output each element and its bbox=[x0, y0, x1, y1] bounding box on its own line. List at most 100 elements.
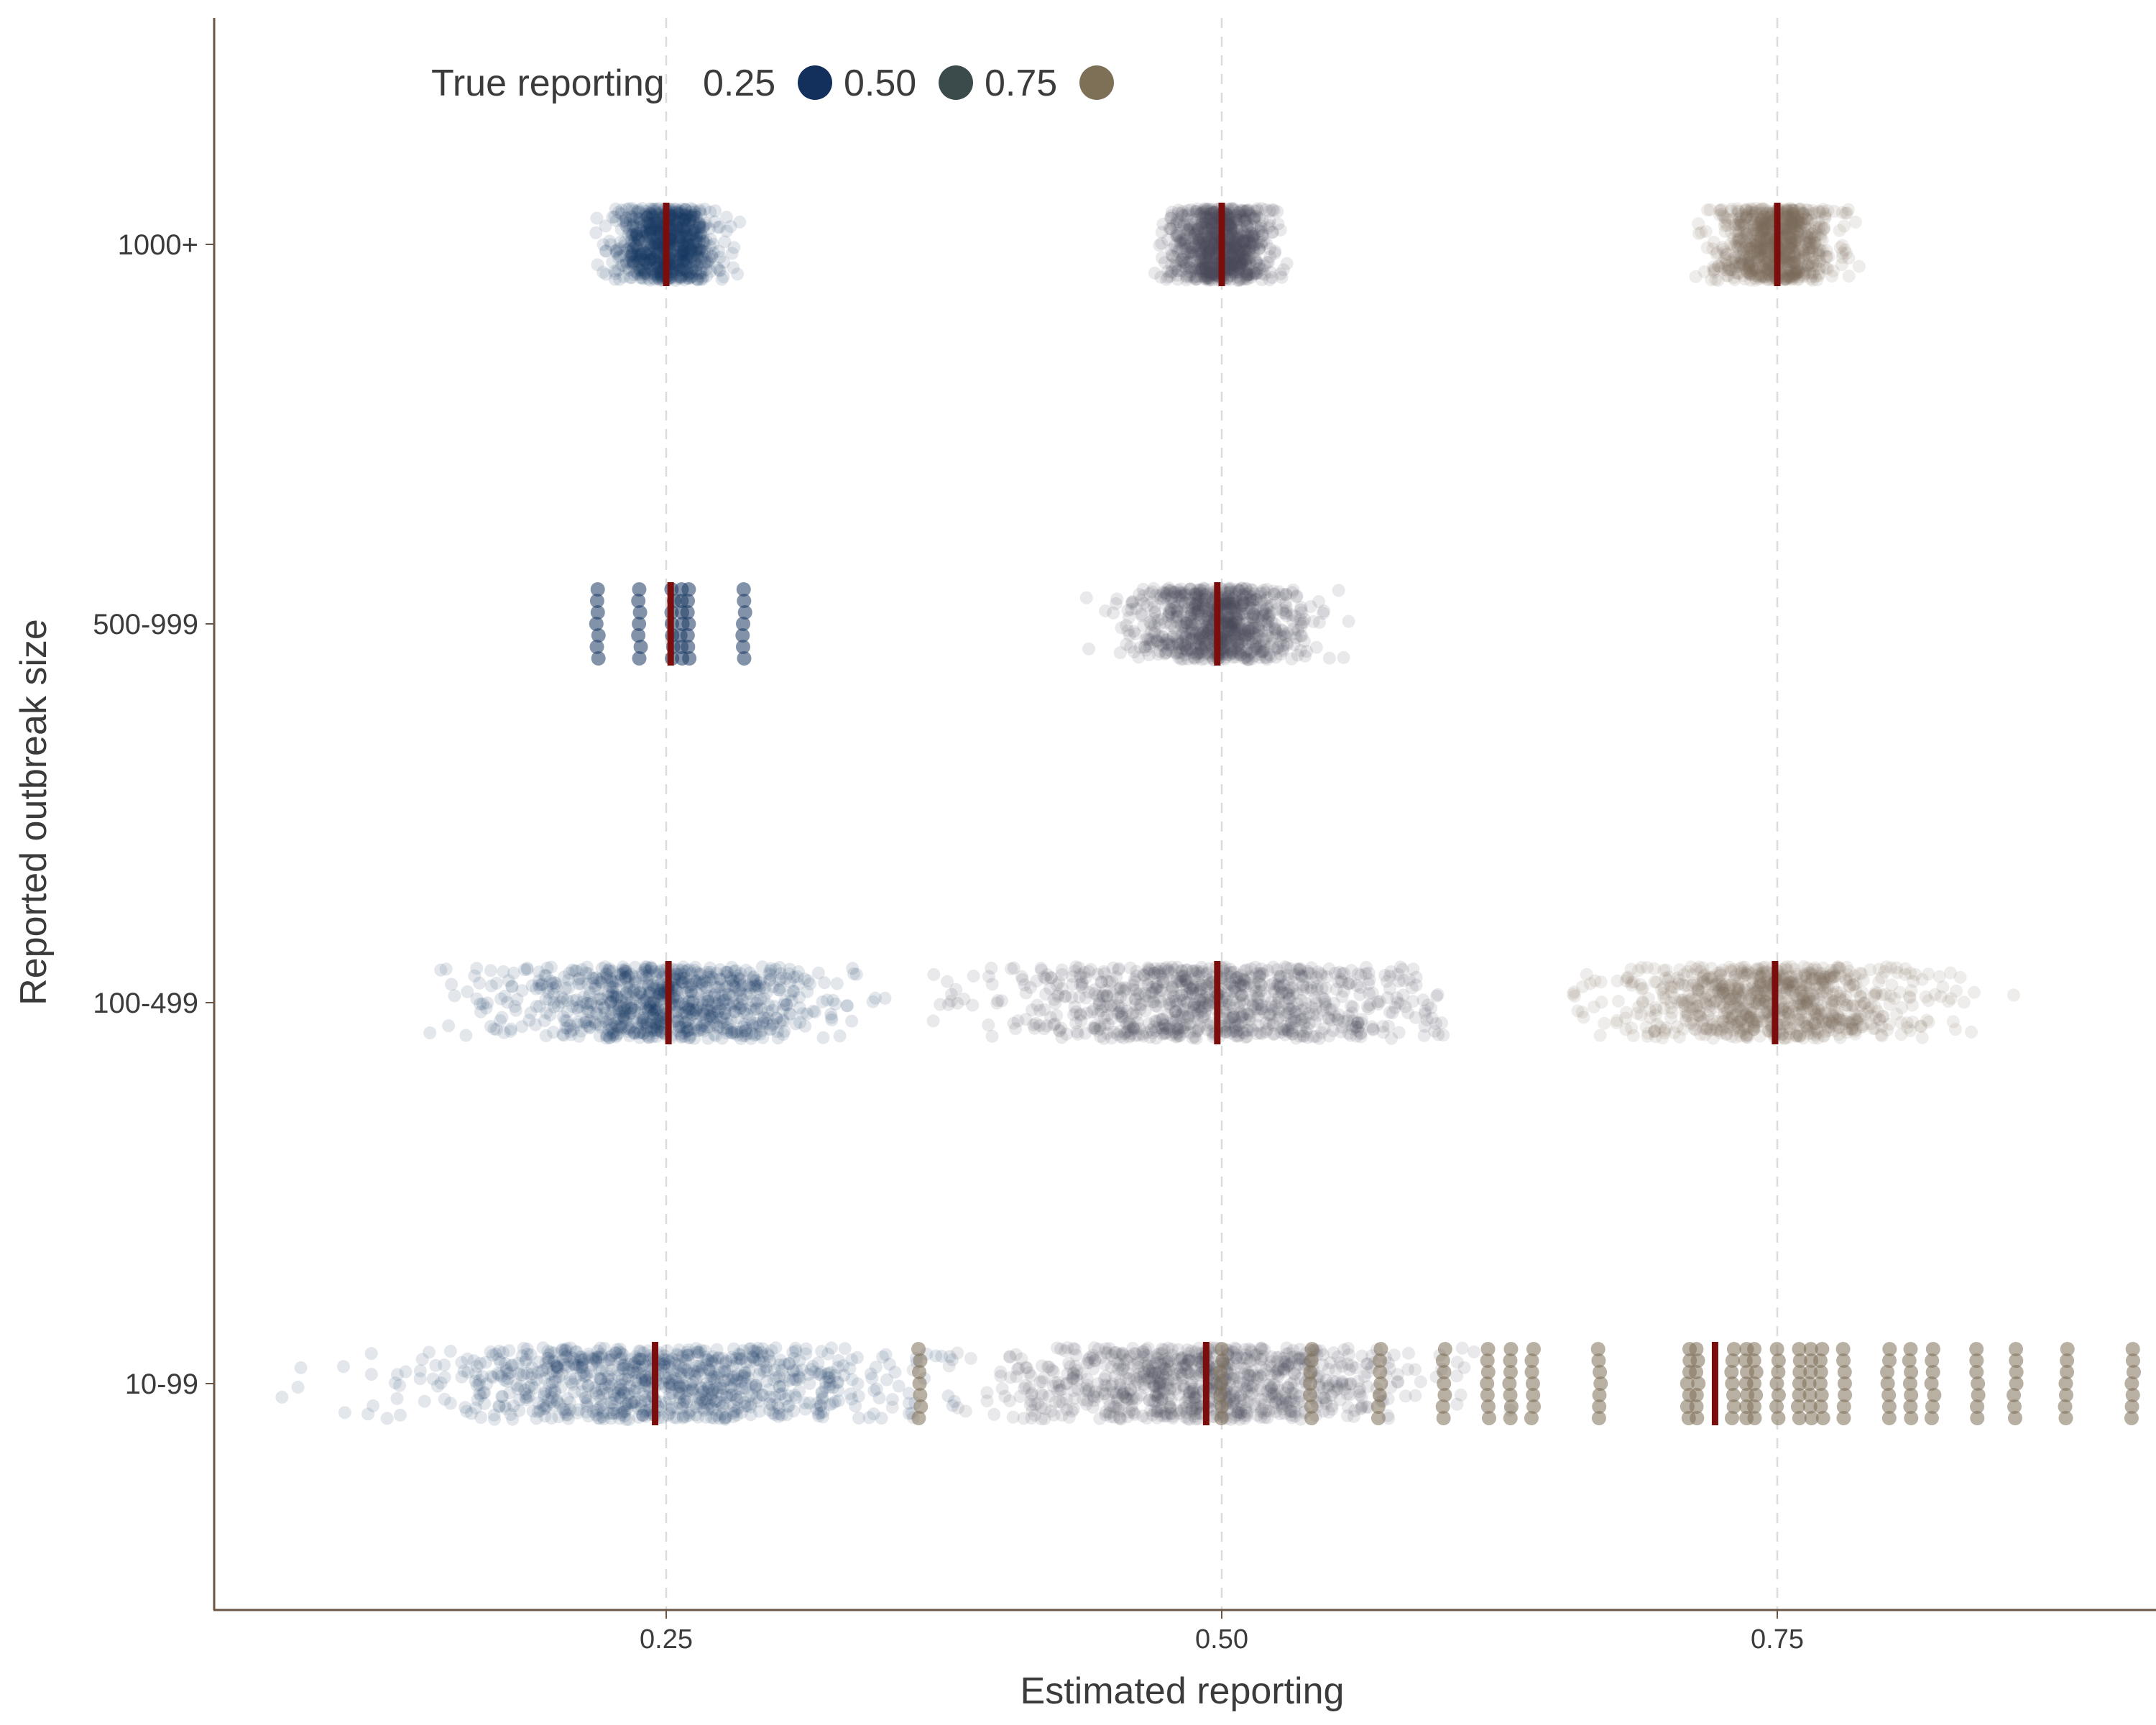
data-point bbox=[683, 244, 696, 258]
data-point bbox=[677, 223, 691, 236]
data-point bbox=[830, 977, 844, 990]
data-point bbox=[641, 216, 655, 230]
data-point bbox=[646, 216, 660, 229]
data-point bbox=[689, 231, 703, 244]
data-point bbox=[676, 214, 690, 228]
data-point bbox=[740, 1027, 754, 1041]
data-point bbox=[637, 234, 651, 248]
data-point bbox=[776, 1028, 790, 1041]
data-point bbox=[671, 239, 685, 253]
data-point bbox=[692, 229, 706, 243]
data-point bbox=[1170, 242, 1184, 256]
data-point bbox=[630, 206, 644, 219]
data-point bbox=[648, 250, 661, 264]
data-point bbox=[1789, 264, 1803, 278]
data-point bbox=[640, 216, 653, 230]
data-point bbox=[768, 1000, 781, 1013]
data-point bbox=[673, 211, 686, 225]
data-point bbox=[650, 230, 664, 244]
data-point bbox=[1276, 263, 1290, 277]
data-point bbox=[633, 221, 647, 234]
data-point bbox=[1201, 203, 1215, 216]
data-point bbox=[699, 234, 713, 247]
data-point bbox=[675, 249, 688, 263]
data-point bbox=[1783, 208, 1797, 222]
data-point bbox=[630, 242, 644, 255]
data-point bbox=[645, 221, 659, 235]
data-point bbox=[666, 220, 680, 234]
data-point bbox=[434, 963, 448, 977]
data-point bbox=[633, 249, 647, 263]
data-point bbox=[640, 237, 653, 251]
data-point bbox=[1155, 251, 1169, 264]
data-point bbox=[642, 257, 655, 270]
data-point bbox=[683, 267, 697, 280]
data-point bbox=[706, 247, 720, 260]
data-point bbox=[618, 235, 632, 249]
data-point bbox=[1132, 650, 1146, 664]
data-point bbox=[624, 249, 637, 263]
data-point bbox=[684, 270, 698, 284]
data-point bbox=[670, 226, 683, 240]
data-points bbox=[275, 202, 2141, 1426]
data-point bbox=[1290, 590, 1304, 604]
data-point bbox=[670, 224, 683, 237]
data-point bbox=[719, 988, 732, 1002]
data-point bbox=[623, 255, 637, 269]
data-point bbox=[638, 253, 652, 267]
data-point bbox=[603, 234, 617, 248]
data-point bbox=[1135, 609, 1148, 622]
data-point bbox=[1781, 254, 1795, 267]
data-point bbox=[1791, 218, 1805, 232]
data-point bbox=[619, 262, 633, 275]
data-point bbox=[612, 251, 625, 264]
data-point bbox=[598, 1001, 612, 1015]
data-point bbox=[673, 248, 686, 262]
data-point bbox=[671, 206, 685, 220]
data-point bbox=[712, 263, 726, 277]
data-point bbox=[681, 252, 694, 266]
data-point bbox=[786, 984, 800, 998]
data-point bbox=[691, 273, 704, 287]
data-point bbox=[643, 253, 657, 267]
data-point bbox=[631, 251, 645, 264]
data-point bbox=[1755, 217, 1769, 231]
data-point bbox=[677, 244, 691, 258]
data-point bbox=[635, 247, 648, 260]
data-point bbox=[686, 270, 699, 283]
data-point bbox=[1079, 591, 1093, 604]
data-point bbox=[646, 217, 660, 231]
data-point bbox=[613, 272, 627, 286]
data-point bbox=[679, 208, 693, 222]
data-point bbox=[1835, 251, 1849, 264]
data-point bbox=[1713, 208, 1727, 222]
data-point bbox=[1825, 270, 1839, 283]
data-point bbox=[599, 244, 613, 258]
data-point bbox=[1109, 597, 1123, 610]
data-point bbox=[693, 231, 706, 244]
data-point bbox=[676, 254, 690, 267]
data-point bbox=[1178, 256, 1192, 270]
data-point bbox=[685, 208, 699, 222]
data-point bbox=[651, 272, 665, 285]
data-point bbox=[677, 213, 691, 226]
data-point bbox=[692, 245, 706, 259]
data-point bbox=[635, 270, 649, 284]
data-point bbox=[672, 236, 686, 249]
data-point bbox=[1146, 635, 1159, 649]
data-point bbox=[640, 225, 653, 239]
data-point bbox=[694, 267, 707, 280]
data-point bbox=[547, 981, 561, 995]
data-point bbox=[686, 203, 700, 216]
data-point bbox=[678, 253, 692, 267]
data-point bbox=[690, 244, 704, 257]
data-point bbox=[1317, 604, 1331, 618]
data-point bbox=[484, 1019, 497, 1033]
data-point bbox=[642, 216, 655, 230]
data-point bbox=[572, 1003, 586, 1017]
data-point bbox=[692, 235, 706, 249]
data-point bbox=[648, 236, 662, 250]
data-point bbox=[1248, 211, 1261, 225]
data-point bbox=[625, 209, 638, 223]
data-point bbox=[617, 249, 630, 262]
